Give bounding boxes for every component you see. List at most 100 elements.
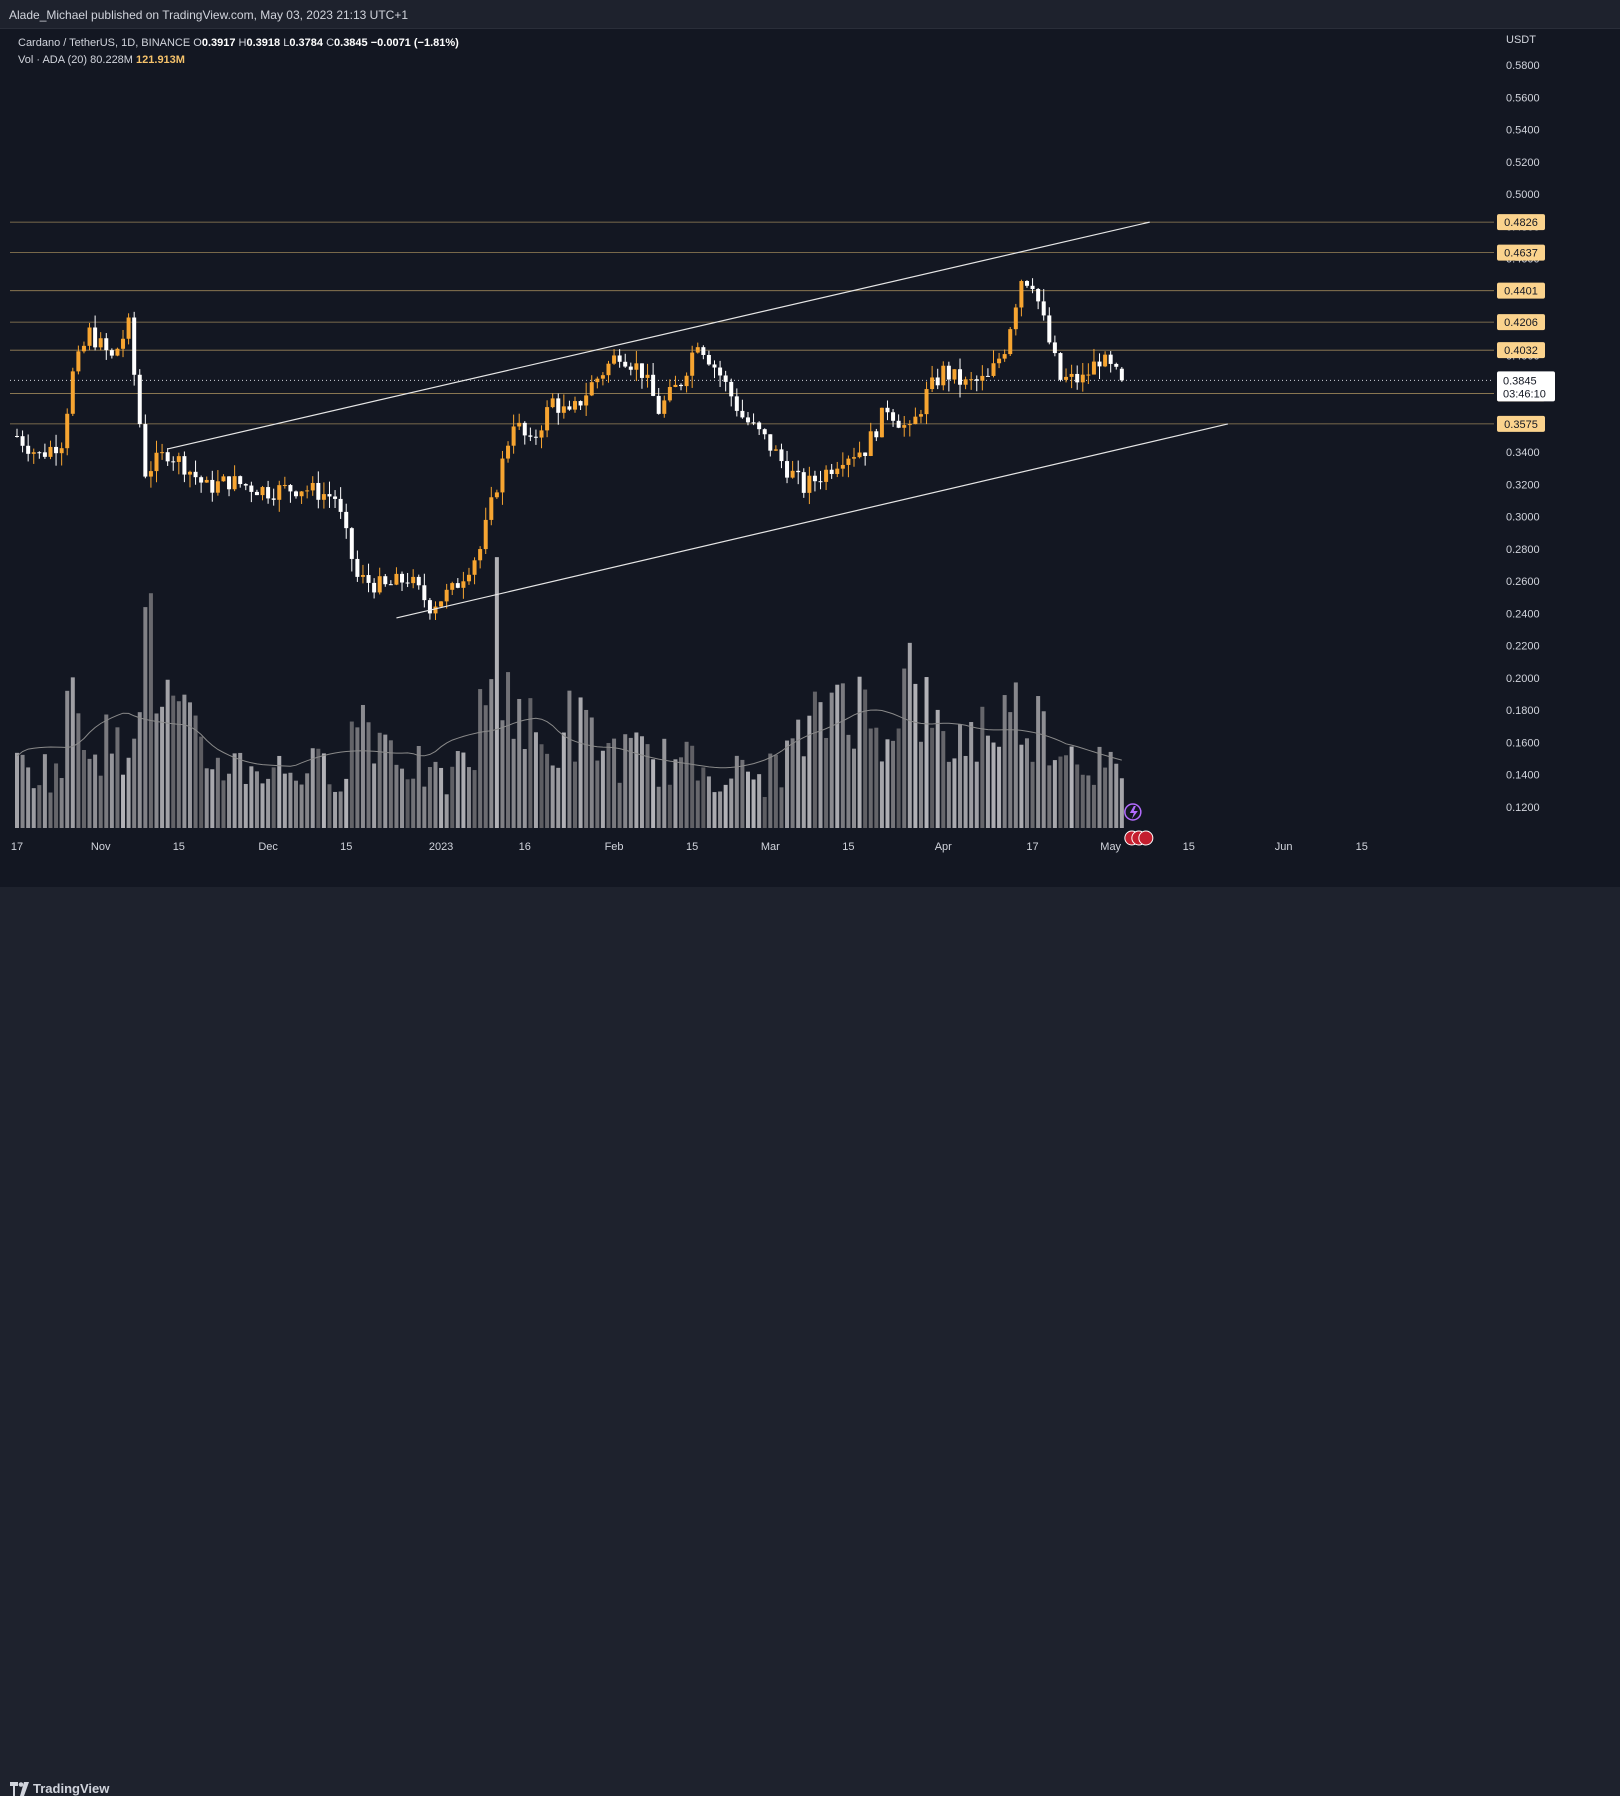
candle-body	[254, 491, 259, 496]
volume-row: Vol · ADA (20) 80.228M 121.913M	[18, 52, 459, 69]
volume-bar	[974, 761, 979, 828]
volume-bar	[1047, 765, 1052, 828]
volume-bar	[277, 755, 282, 828]
chart-legend: Cardano / TetherUS, 1D, BINANCE O0.3917 …	[18, 35, 459, 69]
candle-body	[963, 379, 968, 385]
volume-bar	[54, 763, 59, 828]
volume-bar	[645, 744, 650, 828]
candle-body	[271, 498, 276, 500]
volume-bar	[221, 780, 226, 828]
volume-bar	[801, 756, 806, 828]
countdown-label: 03:46:10	[1503, 388, 1546, 400]
candle-body	[863, 452, 868, 456]
candle-body	[59, 448, 64, 454]
volume-bar	[1013, 682, 1018, 828]
volume-bar	[762, 797, 767, 828]
candle-body	[333, 496, 338, 499]
candle-body	[662, 400, 667, 414]
price-level-tag-label: 0.4637	[1504, 248, 1538, 260]
candle-body	[511, 426, 516, 446]
current-price-tag	[1497, 371, 1555, 402]
candle-body	[87, 327, 92, 346]
volume-label[interactable]: Vol · ADA (20)	[18, 54, 88, 66]
candle-body	[115, 348, 120, 356]
candle-body	[578, 401, 583, 406]
symbol-label[interactable]: Cardano / TetherUS, 1D, BINANCE	[18, 37, 191, 49]
candle-body	[31, 452, 36, 454]
candle-body	[550, 398, 555, 408]
volume-bar	[907, 642, 912, 828]
volume-bar	[612, 738, 617, 828]
candle-body	[958, 369, 963, 385]
price-level-tag-label: 0.4826	[1504, 217, 1538, 229]
candle-body	[360, 575, 365, 577]
candle-body	[349, 528, 354, 559]
y-tick-label: 0.2600	[1506, 576, 1540, 588]
y-tick-label: 0.5600	[1506, 92, 1540, 104]
trendlines	[167, 221, 1228, 619]
y-tick-label: 0.2800	[1506, 544, 1540, 556]
candle-body	[1052, 342, 1057, 354]
candle-body	[81, 345, 86, 352]
volume-bar	[656, 786, 661, 828]
candle-body	[1024, 281, 1029, 286]
candle-body	[466, 574, 471, 582]
volume-bar	[227, 773, 232, 828]
candle-body	[54, 446, 59, 454]
volume-bar	[745, 771, 750, 828]
candle-body	[740, 410, 745, 418]
candle-body	[1030, 285, 1035, 289]
volume-bar	[796, 719, 801, 828]
volume-bar	[444, 794, 449, 828]
volume-bar	[1024, 738, 1029, 828]
volume-bar	[824, 737, 829, 828]
volume-bar	[249, 766, 254, 828]
candle-body	[143, 424, 148, 477]
volume-bar	[528, 698, 533, 828]
economic-event-icon	[1138, 830, 1154, 846]
volume-bar	[76, 713, 81, 828]
volume-bar	[171, 695, 176, 828]
candle-body	[132, 317, 137, 375]
candle-body	[411, 576, 416, 584]
volume-bar	[545, 753, 550, 828]
volume-bar	[918, 741, 923, 828]
volume-bar	[930, 727, 935, 828]
candle-body	[706, 354, 711, 365]
candle-body	[176, 456, 181, 462]
candle-body	[48, 446, 53, 457]
candle-body	[1069, 373, 1074, 377]
volume-bar	[684, 741, 689, 828]
volume-bar	[506, 672, 511, 828]
candle-body	[76, 351, 81, 372]
candle-body	[801, 472, 806, 493]
volume-bar	[662, 738, 667, 828]
volume-bar	[333, 791, 338, 828]
candle-body	[37, 452, 42, 454]
candle-body	[366, 575, 371, 583]
volume-bar	[924, 677, 929, 828]
volume-bar	[829, 692, 834, 828]
close-value: 0.3845	[334, 37, 368, 49]
volume-bar	[896, 728, 901, 828]
volume-bar	[963, 755, 968, 828]
y-tick-label: 0.2200	[1506, 641, 1540, 653]
price-chart[interactable]: 0.58000.56000.54000.52000.50000.48000.46…	[0, 0, 1620, 919]
candle-body	[416, 576, 421, 586]
candle-body	[20, 436, 25, 446]
volume-bar	[427, 767, 432, 828]
candle-body	[589, 382, 594, 396]
volume-bar	[589, 717, 594, 828]
volume-bar	[857, 676, 862, 828]
candle-body	[684, 375, 689, 387]
x-tick-label: Jun	[1275, 841, 1293, 853]
candle-body	[299, 491, 304, 497]
candle-body	[695, 347, 700, 353]
volume-bar	[26, 767, 31, 828]
tradingview-brand[interactable]: TradingView	[33, 1781, 110, 1796]
candle-body	[249, 485, 254, 492]
candle-body	[835, 468, 840, 475]
lightning-icon	[1129, 806, 1138, 819]
volume-bar	[550, 765, 555, 828]
publisher-line: Alade_Michael published on TradingView.c…	[9, 8, 409, 22]
